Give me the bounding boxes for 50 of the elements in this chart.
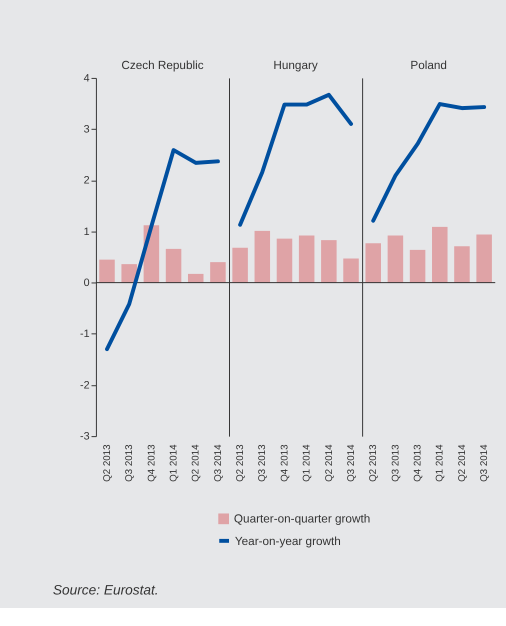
y-tick-label: 4 xyxy=(84,72,90,84)
bar xyxy=(298,236,314,283)
y-tick-label: -1 xyxy=(80,328,90,340)
chart-title: Czech Republic xyxy=(121,59,204,72)
bar xyxy=(476,234,492,283)
x-tick-label: Q2 2014 xyxy=(456,444,468,482)
chart-title: Poland xyxy=(410,59,447,72)
chart-title: Hungary xyxy=(273,59,318,72)
y-tick-label: 3 xyxy=(84,124,90,136)
bar xyxy=(388,236,404,283)
bar xyxy=(343,258,359,283)
y-tick-label: 0 xyxy=(84,277,90,290)
legend-label: Quarter-on-quarter growth xyxy=(234,512,370,526)
bar xyxy=(210,262,226,283)
x-tick-label: Q1 2014 xyxy=(168,444,180,482)
x-tick-label: Q3 2013 xyxy=(124,444,136,482)
x-tick-label: Q4 2013 xyxy=(146,444,158,482)
bar xyxy=(432,226,448,283)
bar xyxy=(166,248,182,283)
y-tick-label: -3 xyxy=(80,430,90,443)
bar xyxy=(232,248,248,283)
x-tick-label: Q4 2013 xyxy=(412,444,424,482)
bar xyxy=(99,260,115,283)
x-tick-label: Q2 2013 xyxy=(368,444,380,482)
x-tick-label: Q2 2014 xyxy=(324,444,335,482)
bar xyxy=(188,274,204,283)
source-note: Source: Eurostat. xyxy=(52,582,159,598)
x-tick-label: Q2 2013 xyxy=(235,444,246,482)
legend-label: Year-on-year growth xyxy=(234,534,341,548)
y-tick-label: 1 xyxy=(84,226,90,238)
x-tick-label: Q2 2014 xyxy=(190,444,202,482)
bar xyxy=(254,230,270,283)
bar xyxy=(454,246,470,283)
bar xyxy=(321,240,337,283)
x-tick-label: Q3 2013 xyxy=(390,444,402,482)
x-tick-label: Q1 2014 xyxy=(302,444,313,482)
bar xyxy=(276,238,292,283)
y-tick-label: 2 xyxy=(84,174,90,187)
x-tick-label: Q3 2014 xyxy=(346,444,357,482)
bar xyxy=(410,250,426,283)
y-tick-label: -2 xyxy=(80,379,90,392)
bar xyxy=(365,243,381,283)
x-tick-label: Q3 2014 xyxy=(479,444,490,482)
bar xyxy=(121,264,137,283)
x-tick-label: Q4 2013 xyxy=(279,444,290,482)
x-tick-label: Q2 2013 xyxy=(102,444,113,482)
x-tick-label: Q3 2013 xyxy=(257,444,268,482)
line-series xyxy=(105,148,220,352)
x-tick-label: Q1 2014 xyxy=(434,444,446,482)
x-tick-label: Q3 2014 xyxy=(212,444,224,482)
